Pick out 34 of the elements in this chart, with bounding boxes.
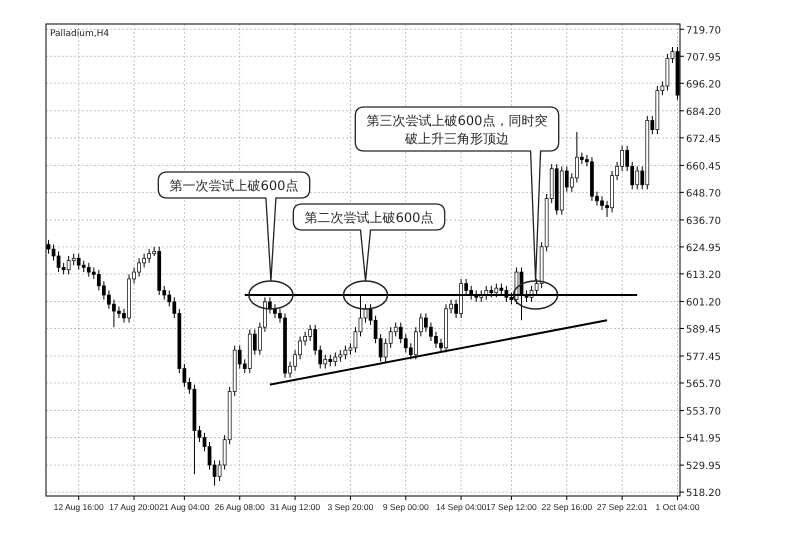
x-tick-label: 1 Oct 04:00 (656, 502, 700, 512)
y-tick-label: 684.20 (686, 106, 721, 118)
text: Palladium,H4 (50, 29, 110, 39)
y-tick-label: 624.95 (686, 242, 721, 254)
y-tick-label: 613.20 (686, 270, 721, 281)
x-tick-label: 27 Sep 22:01 (596, 502, 648, 512)
x-tick-label: 26 Aug 08:00 (214, 502, 266, 512)
y-tick-label: 636.70 (686, 216, 721, 227)
x-tick-label: 31 Aug 12:00 (270, 502, 320, 512)
y-tick-label: 541.95 (686, 434, 721, 445)
y-tick-label: 529.95 (686, 461, 721, 472)
x-tick-label: 3 Sep 20:00 (327, 502, 374, 512)
annotation: 第一次尝试上破600点 (170, 179, 298, 194)
y-tick-label: 648.70 (686, 188, 721, 200)
y-tick-label: 518.20 (686, 488, 721, 500)
y-tick-label: 660.45 (686, 161, 721, 172)
annotation: 第二次尝试上破600点 (304, 211, 434, 226)
y-tick-label: 719.70 (686, 25, 721, 36)
y-tick-label: 672.45 (686, 134, 721, 145)
y-tick-label: 589.45 (686, 324, 721, 336)
x-tick-label: 17 Aug 20:00 (109, 502, 160, 512)
annotation: 第三次尝试上破600点，同时突破上升三角形顶边 (366, 114, 548, 147)
y-tick-label: 601.20 (686, 297, 721, 308)
x-tick-label: 9 Sep 00:00 (382, 502, 429, 512)
x-tick-label: 21 Aug 04:00 (159, 502, 210, 512)
y-tick-label: 553.70 (686, 406, 721, 418)
y-tick-label: 565.70 (686, 378, 721, 390)
y-tick-label: 696.20 (686, 79, 721, 90)
x-tick-label: 22 Sep 16:00 (541, 502, 592, 512)
x-tick-label: 12 Aug 16:00 (54, 502, 104, 512)
x-tick-label: 17 Sep 12:00 (486, 502, 537, 512)
y-tick-label: 577.45 (686, 352, 721, 364)
x-tick-label: 14 Sep 04:00 (436, 502, 487, 512)
y-tick-label: 707.95 (686, 52, 721, 64)
